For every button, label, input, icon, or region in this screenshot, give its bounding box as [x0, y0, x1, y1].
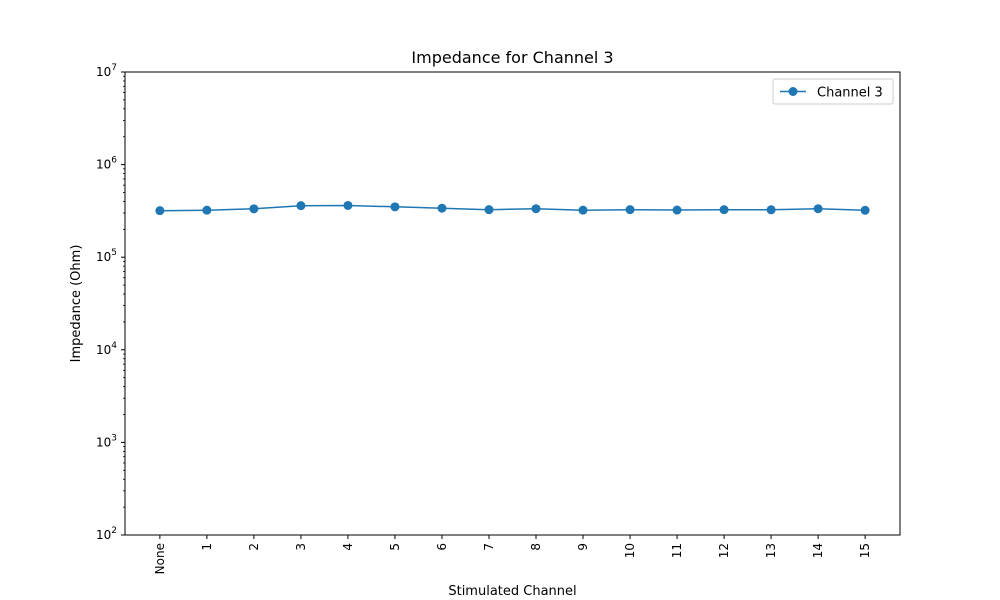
data-point [390, 202, 400, 212]
data-point [155, 206, 165, 216]
x-tick-label: 13 [764, 543, 778, 558]
legend: Channel 3 [772, 78, 894, 105]
x-tick-label: 14 [811, 543, 825, 558]
x-tick-label: 7 [482, 543, 496, 551]
x-tick-label: 9 [576, 543, 590, 551]
data-point [437, 203, 447, 213]
legend-box [772, 78, 894, 105]
x-tick-label: 2 [247, 543, 261, 551]
x-tick-label: 3 [294, 543, 308, 551]
y-tick-base: 10 [96, 250, 111, 264]
y-tick-label: 105 [96, 248, 117, 264]
x-tick-label: 12 [717, 543, 731, 558]
y-axis-label: Impedance (Ohm) [69, 245, 84, 363]
y-tick-exponent: 2 [111, 526, 117, 536]
x-tick-label: 5 [388, 543, 402, 551]
y-tick-base: 10 [96, 65, 111, 79]
data-point [625, 205, 635, 215]
legend-label: Channel 3 [817, 86, 883, 101]
data-point [531, 204, 541, 214]
x-tick-label: 15 [858, 543, 872, 558]
data-point [766, 205, 776, 215]
series-line [159, 204, 866, 212]
data-point [719, 205, 729, 215]
data-point [672, 205, 682, 215]
data-point [813, 204, 823, 214]
y-tick-label: 103 [96, 433, 117, 449]
y-tick-exponent: 6 [111, 156, 117, 166]
data-point [484, 205, 494, 215]
data-point [860, 205, 870, 215]
x-tick-label: 1 [200, 543, 214, 551]
y-tick-label: 104 [96, 341, 117, 357]
y-tick-exponent: 4 [111, 341, 117, 351]
x-tick-label: 11 [670, 543, 684, 558]
axes-frame [124, 71, 901, 536]
y-tick-exponent: 3 [111, 433, 117, 443]
x-tick-label: None [153, 543, 167, 574]
legend-marker [788, 87, 798, 96]
y-tick-exponent: 5 [111, 248, 117, 258]
y-tick-base: 10 [96, 343, 111, 357]
data-point [202, 205, 212, 215]
x-axis-label: Stimulated Channel [448, 584, 576, 599]
y-tick-base: 10 [96, 435, 111, 449]
x-tick-label: 6 [435, 543, 449, 551]
y-tick-exponent: 7 [111, 63, 117, 73]
data-point [249, 204, 259, 214]
y-tick-base: 10 [96, 528, 111, 542]
y-tick-label: 102 [96, 526, 117, 542]
x-tick-label: 4 [341, 543, 355, 551]
y-tick-label: 106 [96, 156, 117, 172]
x-tick-label: 10 [623, 543, 637, 558]
y-tick-base: 10 [96, 158, 111, 172]
x-tick-label: 8 [529, 543, 543, 551]
data-point [578, 205, 588, 215]
data-point [343, 200, 353, 210]
data-point [296, 201, 306, 211]
chart-title: Impedance for Channel 3 [411, 48, 613, 67]
y-tick-label: 107 [96, 63, 117, 79]
